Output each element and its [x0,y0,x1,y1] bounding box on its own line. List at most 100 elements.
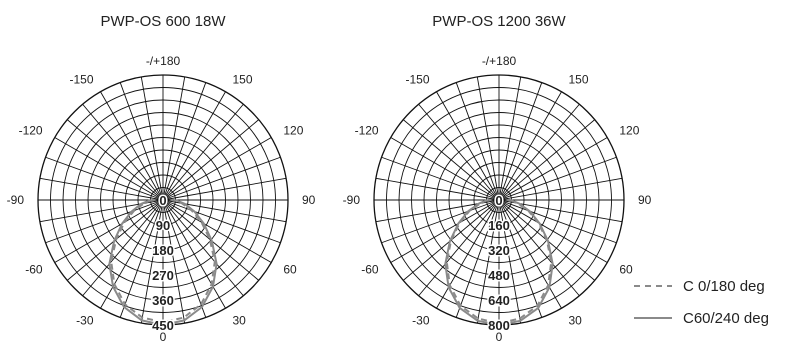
angle-tick-label: -150 [69,73,93,87]
angle-tick-label: 60 [283,263,297,277]
grid-spoke [39,177,164,201]
grid-spoke [498,103,580,201]
grid-spoke [140,199,164,324]
angle-tick-label: 30 [569,313,583,327]
angle-tick-label: -60 [361,263,379,277]
series-curve [110,199,216,324]
grid-spoke [498,199,543,318]
angle-tick-label: -90 [343,193,361,207]
grid-spoke [381,199,500,244]
grid-spoke [162,76,186,201]
grid-spoke [119,199,164,318]
grid-spoke [498,156,617,201]
grid-spoke [498,177,623,201]
grid-spoke [455,82,500,201]
radial-value-label: 480 [488,268,510,283]
angle-tick-label: -60 [25,263,43,277]
grid-spoke [498,91,562,201]
grid-spoke [455,199,500,318]
grid-spoke [54,199,164,263]
angle-tick-label: 120 [283,124,303,138]
angle-tick-label: -30 [412,313,430,327]
grid-spoke [162,82,207,201]
grid-spoke [162,177,287,201]
grid-spoke [476,199,500,324]
grid-spoke [162,119,260,201]
grid-spoke [82,199,164,297]
angle-tick-label: 30 [233,313,247,327]
radial-value-label: 90 [156,218,170,233]
grid-spoke [498,76,522,201]
grid-spoke [436,199,500,309]
grid-spoke [390,199,500,263]
angle-tick-label: 150 [569,73,589,87]
grid-spoke [162,199,244,297]
grid-spoke [381,156,500,201]
grid-spoke [162,199,186,324]
grid-spoke [100,199,164,309]
grid-spoke [498,199,608,263]
grid-spoke [100,91,164,201]
radial-value-label: 360 [152,293,174,308]
angle-tick-label: -120 [355,124,379,138]
grid-spoke [418,103,500,201]
radial-value-label: 450 [152,318,174,333]
polar-chart-pwp-os-600: PWP-OS 600 18W -/+180 150 120 90 60 30 0 -30 -60… [7,13,316,344]
grid-spoke [375,177,500,201]
radial-value-label: 270 [152,268,174,283]
grid-spoke [418,199,500,297]
radial-value-label: 800 [488,318,510,333]
series-curve [108,199,218,327]
grid-spoke [498,137,608,201]
polar-chart-pwp-os-1200: PWP-OS 1200 36W -/+180 150 120 90 60 30 0 -30 -6… [343,13,652,344]
grid-spoke [162,103,244,201]
radial-value-label: 640 [488,293,510,308]
radial-value-label: 320 [488,243,510,258]
radial-value-label: 160 [488,218,510,233]
grid-spoke [162,156,281,201]
chart-title: PWP-OS 600 18W [100,13,226,30]
radial-value-label: 0 [495,193,502,208]
grid-spoke [402,119,500,201]
angle-tick-label: 120 [619,124,639,138]
grid-spoke [140,76,164,201]
angle-tick-label: 0 [496,330,503,344]
grid-spoke [162,199,207,318]
grid-spoke [498,199,580,297]
grid-spoke [54,137,164,201]
angle-tick-label: 60 [619,263,633,277]
angle-tick-label: 0 [160,330,167,344]
grid-spoke [390,137,500,201]
angle-tick-label: -90 [7,193,25,207]
angle-tick-label: -30 [76,313,94,327]
angle-tick-label: 90 [302,193,316,207]
grid-spoke [162,199,272,263]
grid-spoke [66,119,164,201]
chart-title: PWP-OS 1200 36W [432,13,566,30]
legend-label-c0-180: C 0/180 deg [683,278,765,295]
angle-tick-label: -/+180 [482,54,517,68]
grid-spoke [162,137,272,201]
grid-spoke [436,91,500,201]
grid-spoke [162,199,226,309]
angle-tick-label: 150 [233,73,253,87]
grid-spoke [45,156,164,201]
grid-spoke [476,76,500,201]
grid-spoke [119,82,164,201]
grid-spoke [162,199,281,244]
radial-value-label: 180 [152,243,174,258]
grid-spoke [45,199,164,244]
grid-spoke [498,82,543,201]
radial-value-label: 0 [159,193,166,208]
grid-spoke [498,199,522,324]
series-curve [444,199,554,327]
grid-spoke [498,199,562,309]
grid-spoke [498,119,596,201]
legend: C 0/180 deg C60/240 deg [634,278,769,327]
grid-spoke [82,103,164,201]
angle-tick-label: 90 [638,193,652,207]
grid-spoke [162,91,226,201]
angle-tick-label: -150 [405,73,429,87]
angle-tick-label: -120 [19,124,43,138]
